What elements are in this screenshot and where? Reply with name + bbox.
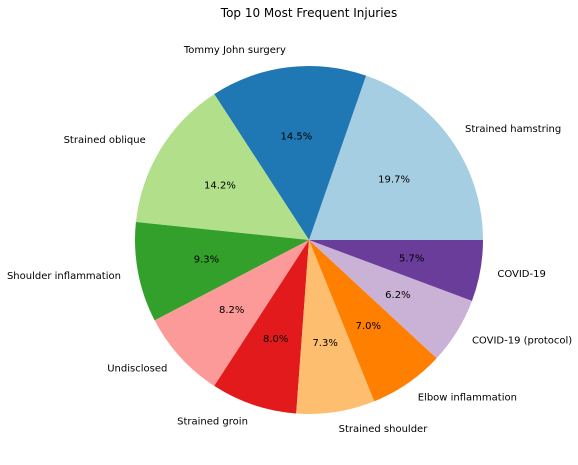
slice-label-covid-19-protocol: COVID-19 (protocol) — [472, 335, 572, 346]
slice-pct-covid-19-protocol: 6.2% — [385, 290, 410, 301]
slice-pct-elbow-inflammation: 7.0% — [356, 321, 381, 332]
slice-label-strained-groin: Strained groin — [177, 416, 248, 427]
pie-slice-covid-19 — [309, 240, 483, 301]
pie-slices — [134, 66, 483, 415]
slice-label-undisclosed: Undisclosed — [107, 364, 167, 375]
pie-slice-strained-shoulder — [296, 240, 375, 415]
chart-title: Top 10 Most Frequent Injuries — [220, 6, 397, 20]
pie-labels: Strained hamstring 19.7% Tommy John surger… — [7, 45, 572, 435]
slice-pct-undisclosed: 8.2% — [219, 305, 244, 316]
pie-slice-elbow-inflammation — [309, 240, 437, 402]
pie-slice-strained-groin — [214, 240, 309, 414]
slice-label-tommy-john-surgery: Tommy John surgery — [183, 45, 286, 56]
slice-label-elbow-inflammation: Elbow inflammation — [418, 393, 517, 404]
pie-slice-strained-oblique — [135, 94, 309, 240]
pie-slice-strained-hamstring — [309, 75, 483, 240]
slice-pct-covid-19: 5.7% — [399, 254, 424, 265]
slice-label-covid-19: COVID-19 — [497, 269, 546, 280]
slice-label-strained-hamstring: Strained hamstring — [465, 124, 561, 135]
slice-pct-tommy-john-surgery: 14.5% — [281, 131, 313, 142]
slice-pct-strained-shoulder: 7.3% — [312, 338, 337, 349]
pie-slice-covid-19-protocol — [309, 240, 472, 359]
pie-slice-tommy-john-surgery — [214, 66, 367, 240]
slice-pct-strained-oblique: 14.2% — [204, 181, 236, 192]
slice-pct-shoulder-inflammation: 9.3% — [194, 255, 219, 266]
pie-slice-undisclosed — [154, 240, 309, 386]
slice-label-shoulder-inflammation: Shoulder inflammation — [7, 271, 121, 282]
slice-pct-strained-groin: 8.0% — [263, 334, 288, 345]
pie-slice-shoulder-inflammation — [134, 222, 309, 321]
slice-label-strained-oblique: Strained oblique — [64, 135, 146, 146]
slice-pct-strained-hamstring: 19.7% — [378, 174, 410, 185]
slice-label-strained-shoulder: Strained shoulder — [339, 424, 429, 435]
